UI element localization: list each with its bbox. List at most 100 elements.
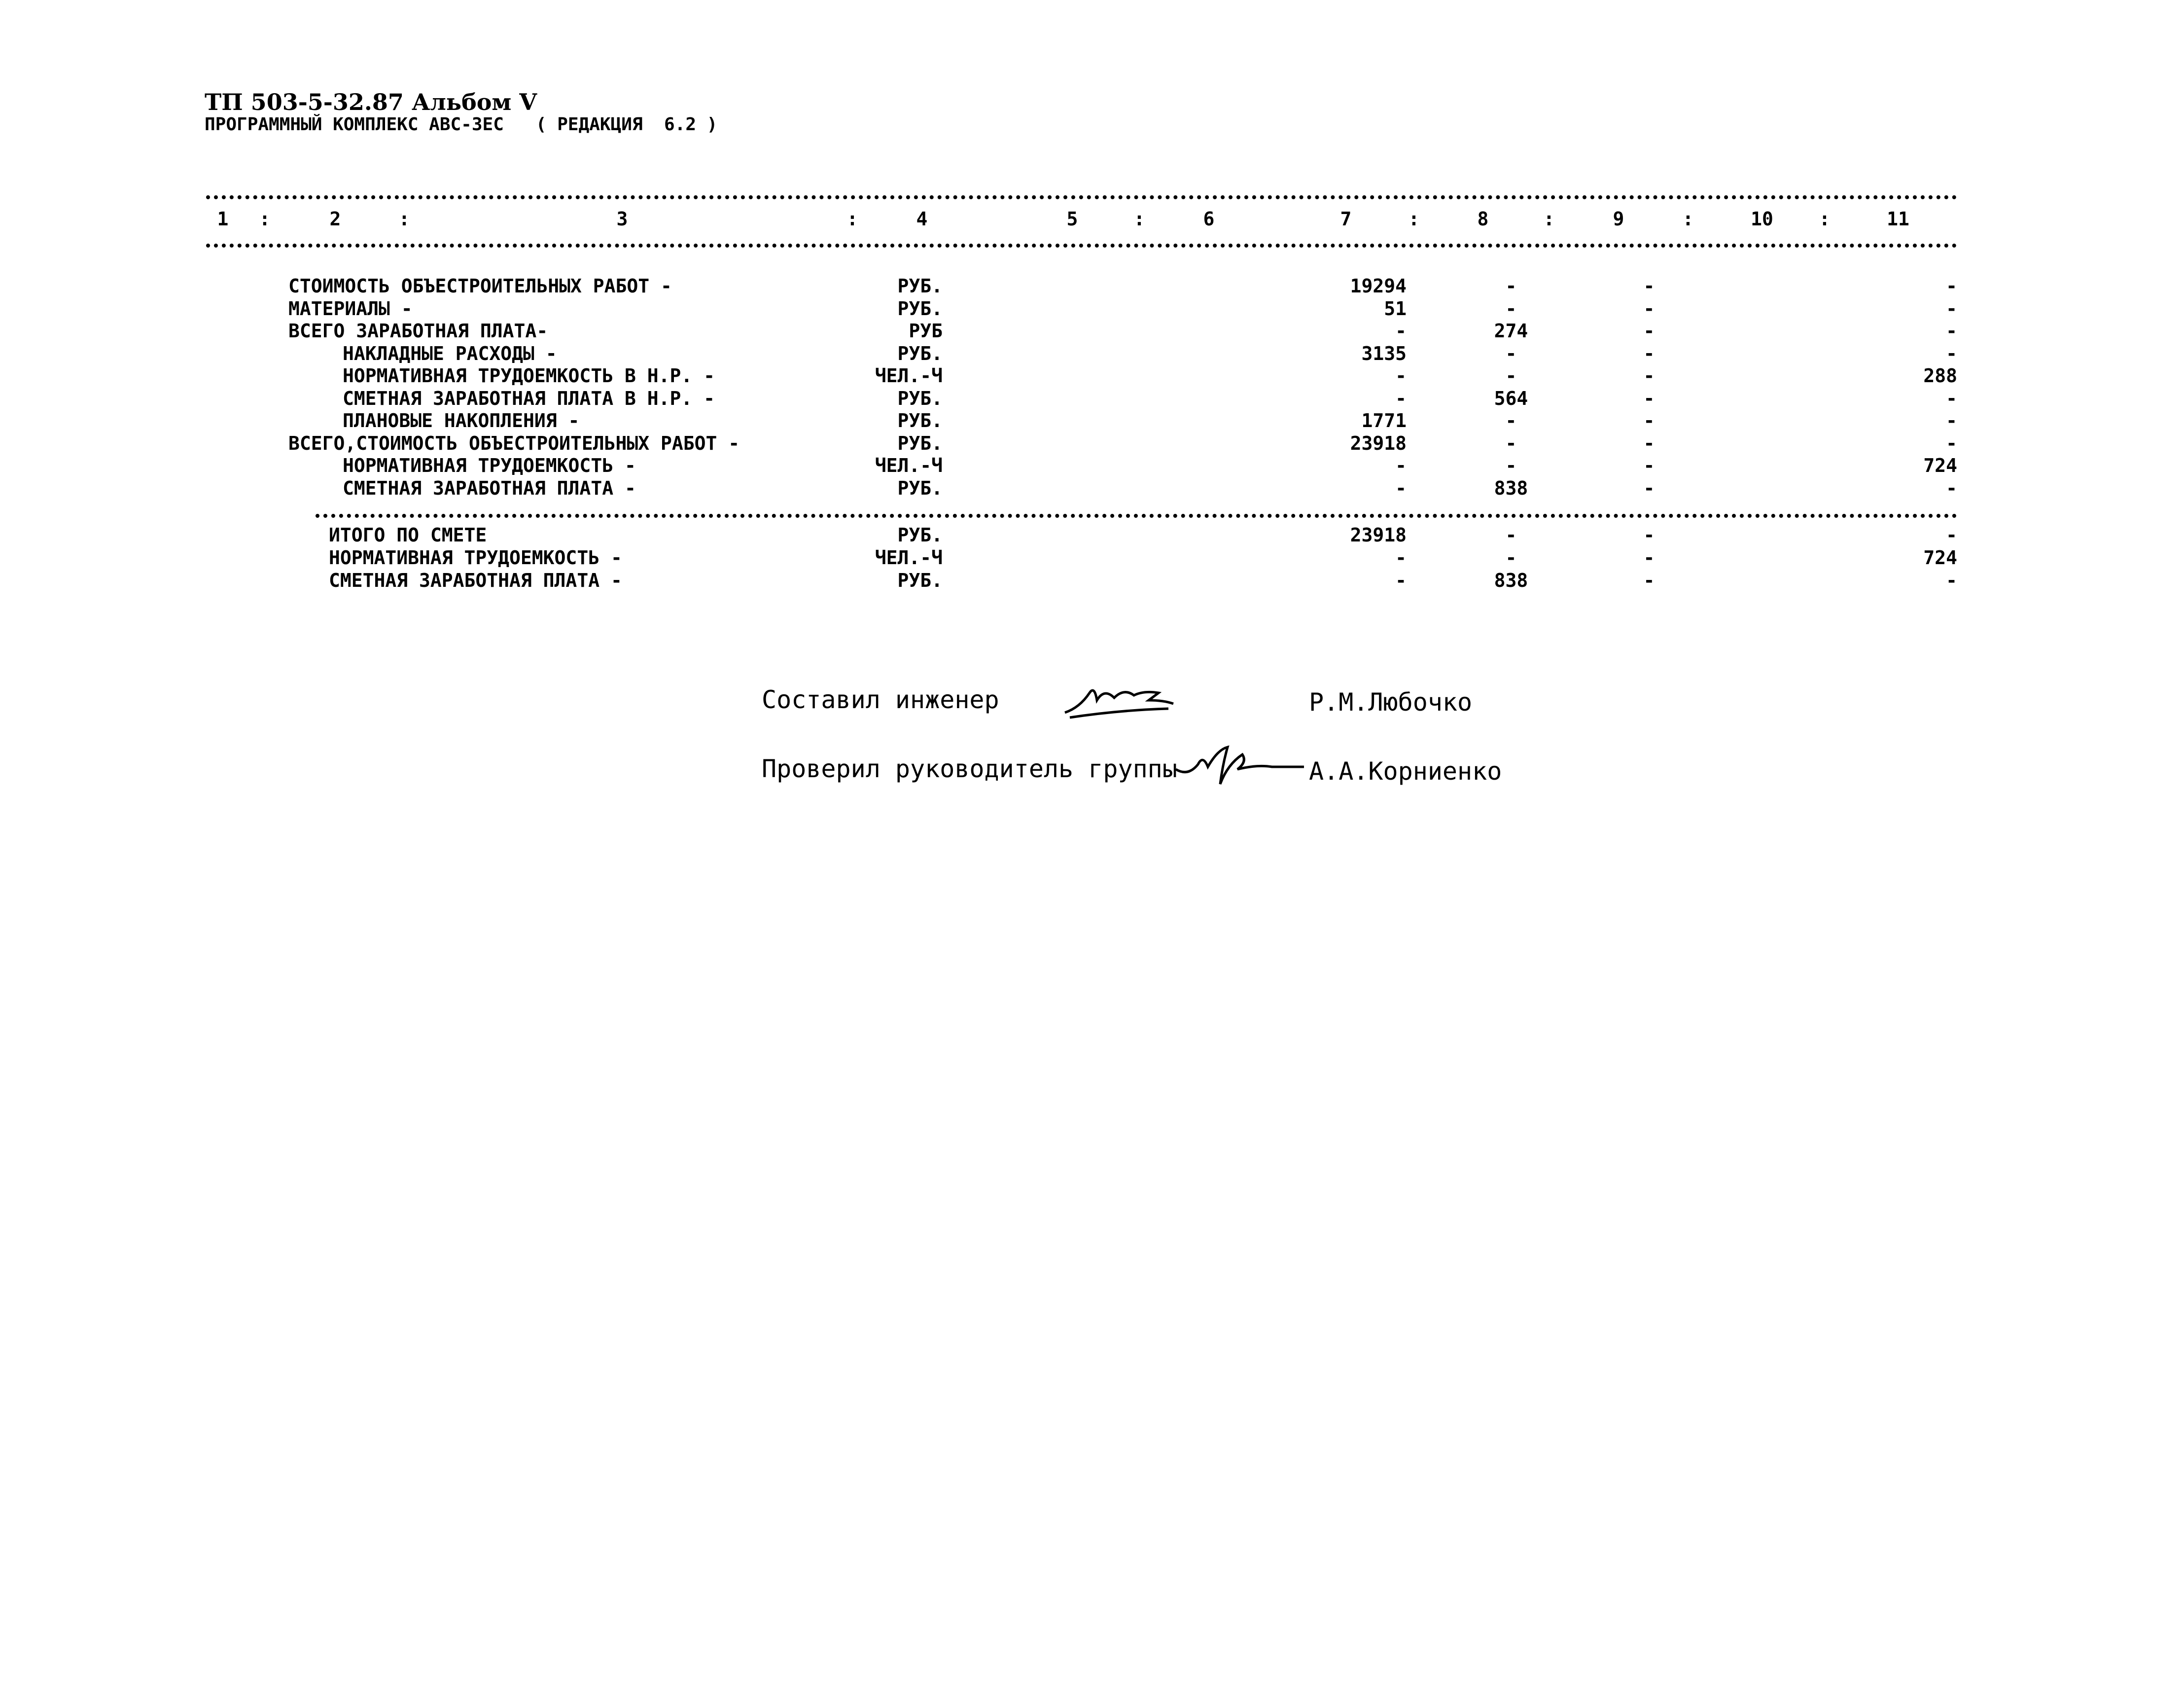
row-col11: - (1946, 387, 1957, 409)
document-subtitle: ПРОГРАММНЫЙ КОМПЛЕКС АВС-3ЕС ( РЕДАКЦИЯ … (205, 114, 718, 135)
row-label: НОРМАТИВНАЯ ТРУДОЕМКОСТЬ - (343, 455, 636, 476)
row-unit: ЧЕЛ.-Ч (875, 365, 943, 387)
row-col11: 288 (1923, 365, 1957, 387)
row-col7: - (1395, 365, 1407, 387)
column-number: 6 (1203, 208, 1215, 230)
row-col9: - (1643, 320, 1655, 342)
row-col11: - (1946, 410, 1957, 431)
row-col8: 838 (1494, 477, 1528, 499)
row-label: ВСЕГО ЗАРАБОТНАЯ ПЛАТА- (288, 320, 548, 342)
row-col9: - (1643, 455, 1655, 476)
row-col11: - (1946, 297, 1957, 320)
row-col7: - (1395, 477, 1407, 499)
row-col7: 23918 (1350, 524, 1407, 546)
column-separator: : (1819, 208, 1831, 230)
row-col9: - (1643, 410, 1655, 431)
row-label: НОРМАТИВНАЯ ТРУДОЕМКОСТЬ - (329, 547, 622, 569)
row-label: ПЛАНОВЫЕ НАКОПЛЕНИЯ - (343, 410, 580, 431)
column-number: 2 (329, 208, 341, 230)
column-number: 9 (1613, 208, 1624, 230)
row-col9: - (1643, 297, 1655, 320)
row-col8: - (1505, 297, 1517, 320)
row-col8: - (1505, 275, 1517, 297)
row-unit: РУБ. (897, 297, 943, 320)
column-separator: : (1408, 208, 1420, 230)
row-col7: 19294 (1350, 275, 1407, 297)
row-col8: - (1505, 455, 1517, 476)
row-col11: - (1946, 570, 1957, 591)
row-unit: РУБ. (897, 477, 943, 499)
row-col7: 3135 (1361, 342, 1407, 364)
column-number: 3 (616, 208, 628, 230)
column-separator: : (398, 208, 410, 230)
row-unit: РУБ. (897, 275, 943, 297)
row-col9: - (1643, 547, 1655, 569)
row-unit: РУБ. (897, 432, 943, 454)
table-header-divider (206, 244, 1957, 248)
row-col7: 23918 (1350, 432, 1407, 454)
row-col8: - (1505, 547, 1517, 569)
row-col9: - (1643, 387, 1655, 409)
row-col11: - (1946, 432, 1957, 454)
row-col11: - (1946, 320, 1957, 342)
row-col7: - (1395, 547, 1407, 569)
column-number: 8 (1477, 208, 1489, 230)
row-col8: - (1505, 432, 1517, 454)
row-col11: - (1946, 477, 1957, 499)
row-col8: 274 (1494, 320, 1528, 342)
row-col8: 564 (1494, 387, 1528, 409)
row-col7: - (1395, 387, 1407, 409)
row-col11: 724 (1923, 547, 1957, 569)
column-separator: : (1133, 208, 1145, 230)
row-col7: 51 (1384, 297, 1407, 320)
compiled-by-label: Составил инженер (762, 685, 999, 714)
row-col9: - (1643, 524, 1655, 546)
compiled-by-name: Р.М.Любочко (1309, 688, 1473, 717)
row-label: ВСЕГО,СТОИМОСТЬ ОБЪЕСТРОИТЕЛЬНЫХ РАБОТ - (288, 432, 740, 454)
row-col9: - (1643, 275, 1655, 297)
document-title: ТП 503-5-32.87 Альбом V (205, 89, 537, 115)
row-col8: 838 (1494, 570, 1528, 591)
row-label: СМЕТНАЯ ЗАРАБОТНАЯ ПЛАТА - (343, 477, 636, 499)
row-label: СМЕТНАЯ ЗАРАБОТНАЯ ПЛАТА - (329, 570, 622, 591)
row-col9: - (1643, 432, 1655, 454)
row-col8: - (1505, 524, 1517, 546)
row-label: НОРМАТИВНАЯ ТРУДОЕМКОСТЬ В Н.Р. - (343, 365, 715, 387)
totals-divider (316, 514, 1957, 518)
column-separator: : (846, 208, 858, 230)
row-label: НАКЛАДНЫЕ РАСХОДЫ - (343, 342, 557, 364)
row-col9: - (1643, 365, 1655, 387)
row-unit: РУБ. (897, 410, 943, 431)
row-col7: - (1395, 455, 1407, 476)
row-unit: ЧЕЛ.-Ч (875, 547, 943, 569)
row-label: МАТЕРИАЛЫ - (288, 297, 413, 320)
row-col11: 724 (1923, 455, 1957, 476)
row-col11: - (1946, 342, 1957, 364)
row-col8: - (1505, 342, 1517, 364)
column-number: 10 (1751, 208, 1773, 230)
row-col7: 1771 (1361, 410, 1407, 431)
column-number: 1 (217, 208, 229, 230)
row-col8: - (1505, 365, 1517, 387)
table-top-divider (206, 195, 1957, 199)
column-separator: : (1682, 208, 1694, 230)
engineer-signature (1064, 689, 1174, 719)
row-col9: - (1643, 477, 1655, 499)
row-col7: - (1395, 320, 1407, 342)
row-col11: - (1946, 524, 1957, 546)
row-unit: РУБ. (897, 342, 943, 364)
row-col9: - (1643, 342, 1655, 364)
row-col7: - (1395, 570, 1407, 591)
row-label: СТОИМОСТЬ ОБЪЕСТРОИТЕЛЬНЫХ РАБОТ - (288, 275, 672, 297)
checked-by-label: Проверил руководитель группы (762, 755, 1177, 783)
column-number: 7 (1340, 208, 1352, 230)
row-col8: - (1505, 410, 1517, 431)
row-label: СМЕТНАЯ ЗАРАБОТНАЯ ПЛАТА В Н.Р. - (343, 387, 715, 409)
row-col11: - (1946, 275, 1957, 297)
row-unit: РУБ. (897, 524, 943, 546)
row-unit: РУБ. (897, 387, 943, 409)
row-col9: - (1643, 570, 1655, 591)
column-number: 4 (916, 208, 928, 230)
row-label: ИТОГО ПО СМЕТЕ (329, 524, 487, 546)
column-separator: : (259, 208, 271, 230)
